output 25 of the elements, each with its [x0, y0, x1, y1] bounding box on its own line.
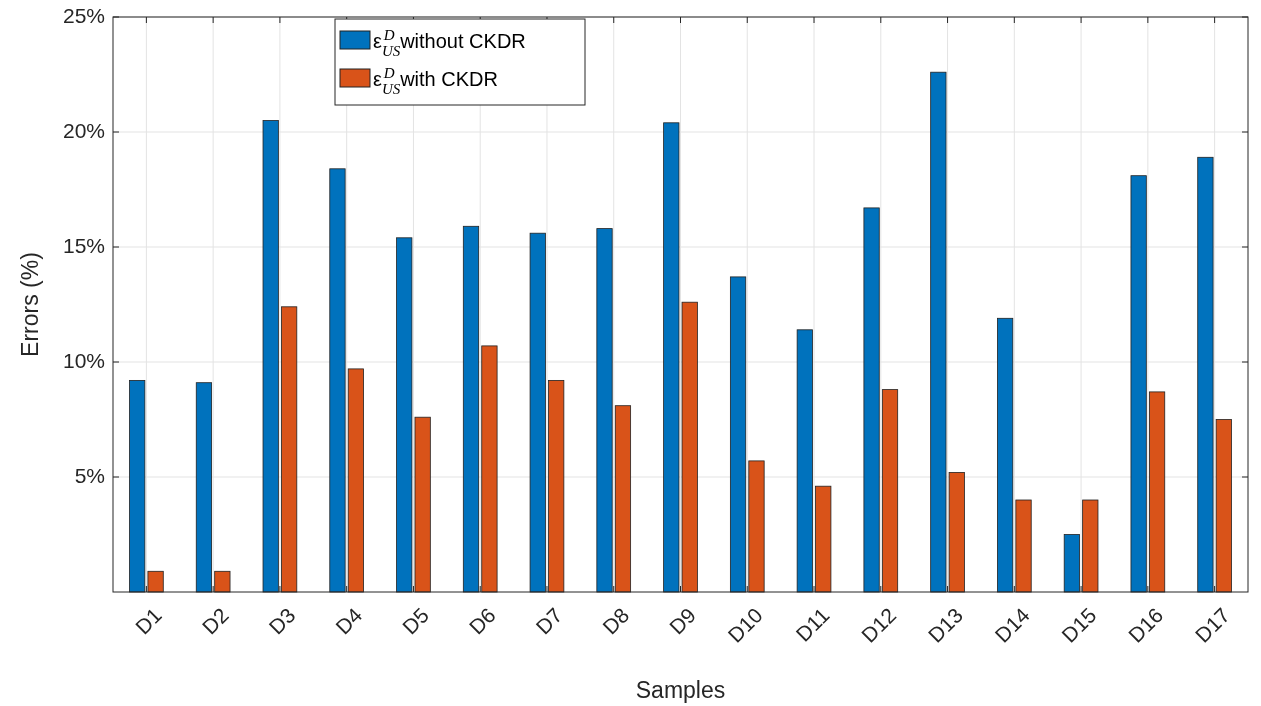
x-tick-label: D8 — [598, 603, 634, 639]
x-tick-label: D15 — [1057, 603, 1101, 647]
y-tick-label: 25% — [62, 3, 105, 27]
x-tick-label: D9 — [664, 603, 701, 639]
x-tick-label: D11 — [791, 603, 834, 646]
x-axis-title: Samples — [635, 677, 726, 703]
x-tick-label: D4 — [331, 603, 367, 639]
x-tick-label: D14 — [990, 603, 1035, 647]
x-tick-label: D6 — [464, 603, 500, 639]
x-tick-label: D10 — [723, 603, 767, 647]
legend-label: ε$_{US}$$^{D}$ with CKDR — [373, 65, 498, 97]
x-tick-label: D2 — [197, 603, 233, 639]
x-tick-label: D5 — [397, 603, 434, 639]
x-tick-label: D12 — [856, 603, 901, 647]
legend-label: ε$_{US}$$^{D}$ without CKDR — [373, 27, 526, 59]
y-tick-label: 10% — [62, 348, 105, 372]
y-tick-label: 15% — [62, 233, 105, 257]
y-tick-label: 20% — [62, 118, 105, 142]
x-tick-label: D1 — [130, 603, 166, 639]
x-tick-label: D13 — [923, 603, 968, 647]
y-axis-title: Errors (%) — [17, 252, 43, 357]
x-tick-label: D3 — [264, 603, 300, 639]
x-tick-label: D7 — [531, 603, 567, 639]
y-tick-label: 5% — [74, 463, 105, 487]
x-tick-label: D16 — [1123, 603, 1168, 647]
